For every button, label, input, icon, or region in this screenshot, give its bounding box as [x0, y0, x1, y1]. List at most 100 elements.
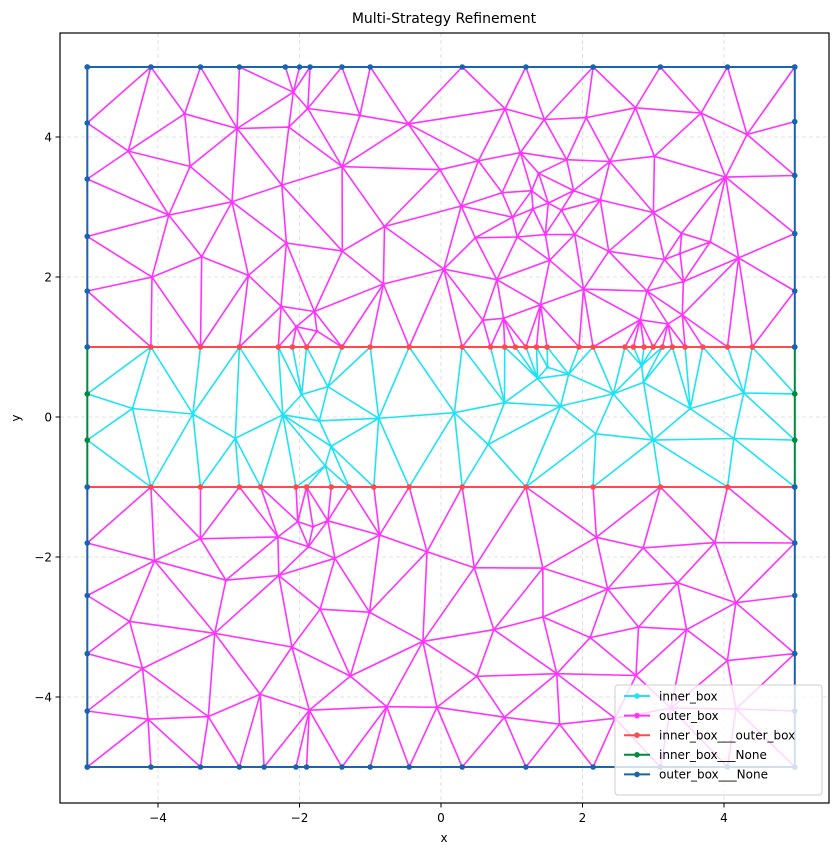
- boundary-node: [657, 64, 664, 70]
- boundary-node: [791, 172, 798, 179]
- boundary-node: [791, 484, 798, 490]
- legend-marker: [634, 732, 640, 738]
- boundary-node: [590, 764, 596, 770]
- boundary-node: [724, 344, 731, 350]
- y-tick-label: 0: [44, 411, 52, 425]
- x-tick-label: 0: [437, 811, 445, 825]
- legend-item: outer_box: [624, 709, 719, 723]
- y-tick-label: 4: [44, 131, 52, 145]
- boundary-node: [84, 233, 91, 240]
- boundary-node: [659, 344, 666, 350]
- boundary-lines: [84, 64, 798, 770]
- x-axis-ticks: −4 −2 0 2 4: [149, 803, 728, 825]
- y-tick-label: −2: [34, 551, 52, 565]
- boundary-node: [84, 344, 91, 350]
- boundary-node: [296, 64, 303, 70]
- boundary-node: [576, 344, 582, 350]
- x-tick-label: −4: [149, 811, 167, 825]
- boundary-node: [197, 484, 204, 490]
- boundary-node: [197, 64, 204, 70]
- boundary-node: [367, 64, 374, 70]
- boundary-node: [791, 288, 798, 294]
- boundary-node: [328, 484, 335, 490]
- boundary-node: [293, 764, 299, 770]
- outer-box-mesh: [86, 66, 796, 768]
- boundary-node: [791, 650, 798, 657]
- boundary-node: [84, 437, 91, 443]
- legend-marker: [634, 752, 640, 758]
- boundary-node: [148, 764, 154, 770]
- legend-item: outer_box___None: [624, 768, 768, 782]
- boundary-node: [289, 344, 296, 350]
- boundary-node: [791, 391, 798, 397]
- boundary-node: [622, 344, 628, 350]
- boundary-node: [339, 344, 345, 350]
- legend-label: inner_box___None: [659, 748, 767, 762]
- boundary-node: [282, 64, 289, 70]
- legend-item: inner_box: [624, 689, 718, 703]
- plot-frame: [59, 32, 830, 804]
- boundary-node: [699, 344, 706, 350]
- mesh-nodes: [128, 519, 738, 726]
- boundary-node: [236, 484, 243, 490]
- boundary-node: [303, 344, 310, 350]
- boundary-node: [197, 764, 204, 770]
- boundary-node: [459, 484, 466, 490]
- boundary-node: [523, 484, 529, 490]
- boundary-node: [275, 344, 282, 350]
- boundary-node: [84, 64, 91, 70]
- boundary-node: [339, 764, 345, 770]
- boundary-node: [406, 344, 412, 350]
- y-axis-label: y: [9, 414, 23, 421]
- boundary-node: [459, 64, 466, 70]
- boundary-node: [791, 344, 798, 350]
- mesh-nodes: [130, 364, 746, 468]
- boundary-node: [459, 764, 466, 770]
- boundary-node: [523, 764, 529, 770]
- boundary-node: [590, 64, 596, 70]
- boundary-node: [84, 650, 91, 657]
- x-tick-label: 4: [720, 811, 728, 825]
- boundary-node: [533, 344, 540, 350]
- boundary-node: [293, 484, 299, 490]
- boundary-node: [84, 176, 91, 182]
- boundary-node: [630, 344, 637, 350]
- boundary-node: [303, 484, 310, 490]
- boundary-node: [682, 344, 688, 350]
- boundary-node: [724, 64, 731, 70]
- boundary-node: [650, 344, 657, 350]
- legend-marker: [634, 693, 640, 699]
- legend-item: inner_box___outer_box: [624, 729, 795, 743]
- mesh-nodes: [126, 90, 749, 333]
- boundary-node: [84, 764, 91, 770]
- boundary-node: [307, 64, 313, 70]
- boundary-node: [236, 344, 243, 350]
- boundary-node: [148, 344, 154, 350]
- boundary-node: [339, 64, 345, 70]
- boundary-node: [257, 484, 264, 490]
- legend-marker: [634, 712, 640, 719]
- boundary-node: [791, 540, 798, 546]
- legend-box: [614, 684, 823, 796]
- boundary-node: [84, 592, 91, 599]
- boundary-node: [406, 764, 412, 770]
- legend-label: outer_box___None: [659, 768, 768, 782]
- x-tick-label: 2: [579, 811, 587, 825]
- legend-marker: [634, 771, 640, 778]
- boundary-node: [791, 118, 798, 125]
- boundary-node: [236, 64, 243, 70]
- boundary-node: [261, 764, 267, 770]
- boundary-node: [346, 484, 352, 490]
- boundary-node: [84, 288, 91, 294]
- boundary-node: [197, 344, 204, 350]
- legend-label: inner_box: [659, 689, 718, 703]
- boundary-node: [84, 708, 91, 714]
- boundary-node: [370, 484, 377, 490]
- boundary-node: [84, 540, 91, 546]
- boundary-node: [148, 484, 154, 490]
- boundary-node: [303, 764, 310, 770]
- legend-label: outer_box: [659, 709, 719, 723]
- boundary-node: [590, 344, 596, 350]
- legend-item: inner_box___None: [624, 748, 767, 762]
